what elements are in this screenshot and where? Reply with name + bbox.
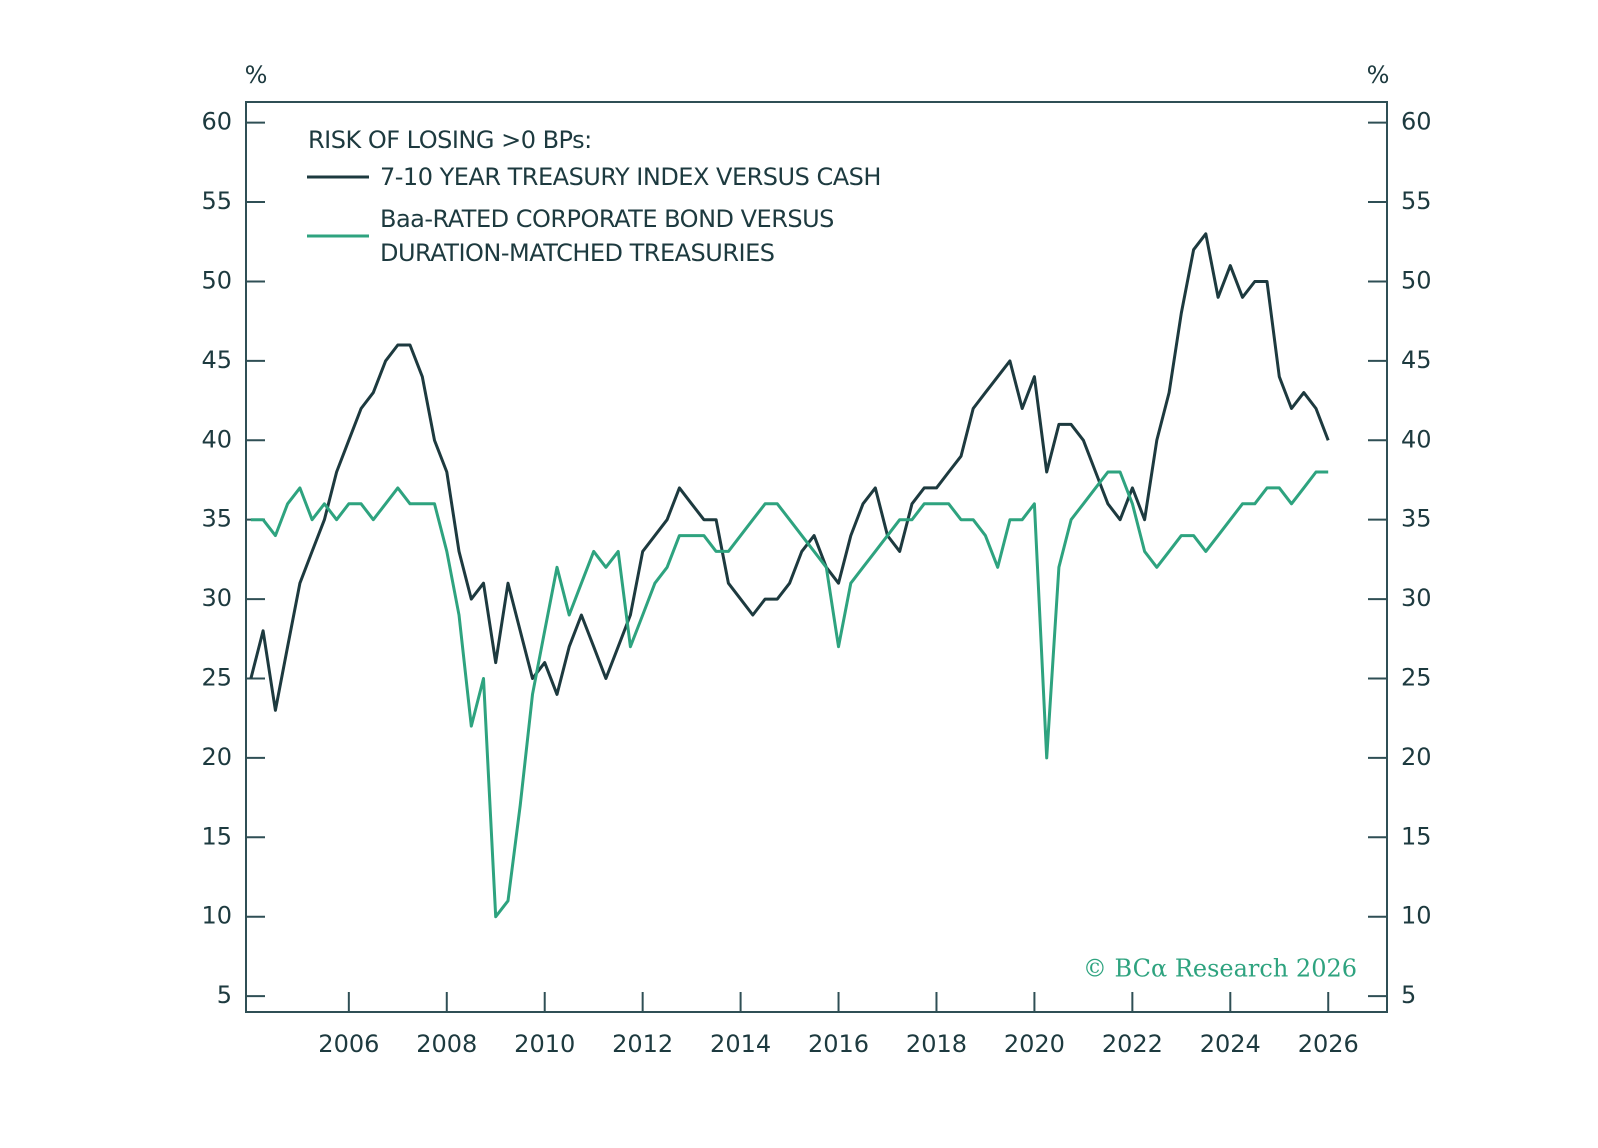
x-tick-label: 2012 xyxy=(612,1030,673,1058)
legend-label: Baa-RATED CORPORATE BOND VERSUS DURATION… xyxy=(380,205,834,267)
y-tick-label: 20 xyxy=(201,743,232,771)
x-tick-label: 2014 xyxy=(710,1030,771,1058)
x-tick-label: 2006 xyxy=(318,1030,379,1058)
y-tick-label: 35 xyxy=(201,505,232,533)
y2-tick-label: 20 xyxy=(1401,743,1432,771)
y-tick-label: 10 xyxy=(201,902,232,930)
y2-unit: % xyxy=(1367,61,1390,89)
x-tick-label: 2010 xyxy=(514,1030,575,1058)
y-tick-label: 25 xyxy=(201,663,232,691)
y-tick-label: 40 xyxy=(201,425,232,453)
y-tick-label: 50 xyxy=(201,266,232,294)
series-line xyxy=(250,470,1329,919)
legend-entry: Baa-RATED CORPORATE BOND VERSUS DURATION… xyxy=(380,205,834,267)
annotation: © BCα Research 2026 xyxy=(1083,955,1357,983)
x-tick-label: 2024 xyxy=(1200,1030,1261,1058)
x-tick-label: 2018 xyxy=(906,1030,967,1058)
y-tick-label: 45 xyxy=(201,346,232,374)
y2-tick-label: 35 xyxy=(1401,505,1432,533)
x-tick-label: 2020 xyxy=(1004,1030,1065,1058)
y2-tick-label: 40 xyxy=(1401,425,1432,453)
y-tick-label: 60 xyxy=(201,108,232,136)
y-tick-label: 15 xyxy=(201,822,232,850)
y2-tick-label: 15 xyxy=(1401,822,1432,850)
x-tick-label: 2008 xyxy=(416,1030,477,1058)
legend-label: 7-10 YEAR TREASURY INDEX VERSUS CASH xyxy=(380,163,881,191)
legend-title: RISK OF LOSING >0 BPs: xyxy=(308,126,592,154)
x-tick-label: 2022 xyxy=(1102,1030,1163,1058)
y2-tick-label: 30 xyxy=(1401,584,1432,612)
y2-tick-label: 45 xyxy=(1401,346,1432,374)
y2-tick-label: 55 xyxy=(1401,187,1432,215)
plot-frame xyxy=(245,101,1388,1013)
series-line xyxy=(249,232,1330,712)
y2-tick-label: 5 xyxy=(1401,981,1416,1009)
y2-tick-label: 25 xyxy=(1401,663,1432,691)
y2-tick-label: 50 xyxy=(1401,266,1432,294)
y-tick-label: 30 xyxy=(201,584,232,612)
y-tick-label: 5 xyxy=(217,981,232,1009)
y2-tick-label: 10 xyxy=(1401,902,1432,930)
y-tick-label: 55 xyxy=(201,187,232,215)
legend-entry: 7-10 YEAR TREASURY INDEX VERSUS CASH xyxy=(380,163,881,191)
y2-tick-label: 60 xyxy=(1401,108,1432,136)
x-tick-label: 2016 xyxy=(808,1030,869,1058)
x-tick-label: 2026 xyxy=(1298,1030,1359,1058)
y-unit: % xyxy=(245,61,268,89)
